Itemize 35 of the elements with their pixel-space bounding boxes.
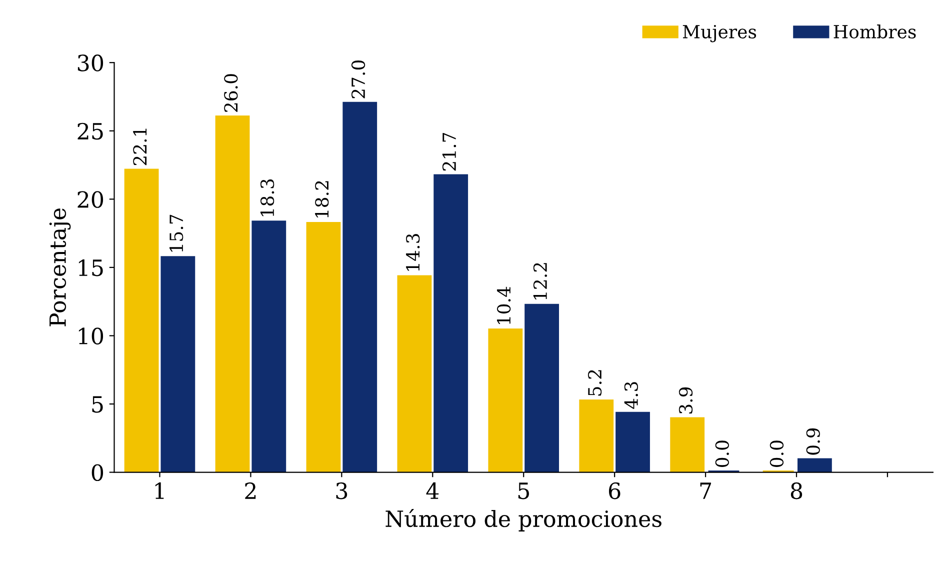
x-tick-label: 4: [426, 482, 439, 499]
x-tick-label: 5: [518, 482, 529, 500]
y-tick-label: 30: [78, 54, 104, 72]
data-label: 18.2: [315, 181, 329, 218]
x-tick-label: 7: [700, 482, 711, 499]
x-tick-label: 6: [608, 482, 620, 500]
data-label: 15.7: [170, 214, 184, 252]
data-label: 18.3: [260, 179, 274, 216]
data-label: 10.4: [496, 286, 511, 324]
y-tick-label: 10: [78, 328, 104, 344]
y-tick-label: 5: [92, 396, 103, 413]
data-label: 0.0: [770, 440, 784, 467]
data-label: 26.0: [224, 74, 238, 112]
y-tick-label: 0: [92, 464, 104, 482]
y-tick-label: 25: [78, 122, 103, 140]
x-tick-label: 2: [245, 482, 256, 499]
legend-label: Mujeres: [682, 24, 756, 42]
data-label: 0.0: [715, 440, 729, 467]
y-tick-label: 15: [78, 259, 103, 276]
data-label: 0.9: [806, 428, 820, 455]
data-label: 3.9: [678, 387, 693, 414]
data-label: 14.3: [406, 234, 420, 271]
data-label: 27.0: [351, 60, 366, 98]
data-label: 5.2: [588, 370, 602, 396]
x-axis-title: Número de promociones: [386, 509, 662, 532]
x-tick-label: 1: [155, 482, 164, 499]
y-axis-title: Porcentaje: [49, 208, 71, 326]
data-label: 21.7: [442, 132, 456, 171]
x-tick-label: 3: [336, 482, 348, 500]
data-label: 12.2: [533, 263, 548, 300]
data-label: 22.1: [133, 128, 147, 166]
legend-label: Hombres: [834, 24, 916, 38]
data-label: 4.3: [624, 382, 638, 409]
x-tick-label: 8: [790, 482, 802, 500]
y-tick-label: 20: [78, 191, 104, 208]
